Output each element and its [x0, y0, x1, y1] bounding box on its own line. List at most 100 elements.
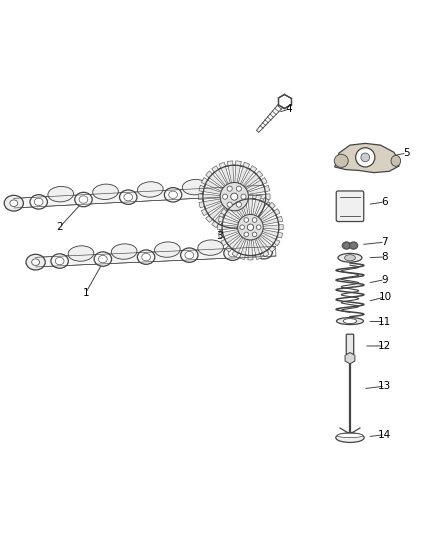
- Text: 8: 8: [381, 252, 388, 262]
- Ellipse shape: [255, 245, 272, 259]
- Wedge shape: [232, 227, 251, 257]
- Wedge shape: [201, 177, 234, 197]
- Polygon shape: [14, 185, 263, 208]
- Wedge shape: [232, 198, 251, 227]
- Circle shape: [247, 224, 254, 230]
- Wedge shape: [234, 197, 270, 208]
- Ellipse shape: [336, 318, 364, 325]
- Wedge shape: [234, 162, 250, 197]
- Ellipse shape: [138, 250, 155, 264]
- Wedge shape: [234, 166, 257, 197]
- Wedge shape: [206, 197, 234, 222]
- Ellipse shape: [343, 319, 357, 324]
- Ellipse shape: [120, 190, 137, 204]
- Wedge shape: [226, 203, 251, 227]
- Text: 7: 7: [381, 237, 388, 247]
- Wedge shape: [251, 216, 283, 227]
- Ellipse shape: [259, 248, 268, 255]
- Wedge shape: [251, 224, 283, 230]
- Text: 9: 9: [381, 274, 388, 285]
- Wedge shape: [234, 197, 263, 222]
- Ellipse shape: [169, 191, 177, 198]
- Wedge shape: [199, 185, 234, 197]
- Wedge shape: [219, 162, 234, 197]
- Ellipse shape: [68, 246, 94, 261]
- Circle shape: [227, 186, 232, 191]
- Ellipse shape: [34, 198, 43, 206]
- Wedge shape: [234, 197, 267, 216]
- Ellipse shape: [4, 195, 23, 211]
- Ellipse shape: [26, 254, 45, 270]
- Circle shape: [350, 243, 357, 248]
- Wedge shape: [251, 198, 269, 227]
- Text: 2: 2: [57, 222, 63, 232]
- Ellipse shape: [345, 255, 355, 261]
- Ellipse shape: [93, 184, 118, 199]
- Ellipse shape: [337, 433, 363, 438]
- Ellipse shape: [55, 257, 64, 265]
- Text: 4: 4: [286, 104, 292, 114]
- Ellipse shape: [32, 259, 39, 265]
- Wedge shape: [251, 227, 276, 252]
- Wedge shape: [221, 208, 251, 227]
- Ellipse shape: [246, 187, 254, 195]
- Text: 3: 3: [215, 231, 223, 241]
- Ellipse shape: [182, 180, 208, 195]
- Circle shape: [238, 214, 263, 240]
- Circle shape: [361, 153, 370, 161]
- Wedge shape: [251, 208, 280, 227]
- Wedge shape: [221, 227, 251, 246]
- Wedge shape: [212, 197, 234, 228]
- Wedge shape: [201, 197, 234, 216]
- Circle shape: [241, 194, 246, 199]
- Ellipse shape: [241, 183, 259, 198]
- Wedge shape: [234, 185, 270, 197]
- Ellipse shape: [79, 196, 88, 203]
- Circle shape: [220, 182, 248, 211]
- Circle shape: [252, 232, 257, 237]
- Circle shape: [240, 225, 244, 230]
- Ellipse shape: [99, 255, 107, 263]
- Wedge shape: [227, 161, 234, 197]
- Circle shape: [231, 193, 238, 200]
- Wedge shape: [234, 194, 270, 199]
- Ellipse shape: [94, 252, 112, 266]
- Ellipse shape: [10, 200, 18, 206]
- Wedge shape: [198, 194, 234, 199]
- Ellipse shape: [142, 253, 150, 261]
- Ellipse shape: [124, 193, 133, 201]
- Ellipse shape: [111, 244, 137, 259]
- Ellipse shape: [391, 156, 401, 166]
- Text: 6: 6: [381, 197, 388, 207]
- Text: 13: 13: [378, 381, 392, 391]
- Circle shape: [237, 186, 241, 191]
- Circle shape: [244, 217, 249, 222]
- Circle shape: [343, 243, 350, 248]
- Polygon shape: [345, 352, 355, 364]
- Circle shape: [222, 199, 279, 256]
- Circle shape: [256, 225, 261, 230]
- Polygon shape: [257, 100, 287, 132]
- Ellipse shape: [224, 246, 241, 261]
- Wedge shape: [248, 227, 253, 260]
- Text: 14: 14: [378, 430, 392, 440]
- Wedge shape: [251, 195, 261, 227]
- Wedge shape: [234, 197, 241, 232]
- Circle shape: [252, 217, 257, 222]
- Ellipse shape: [228, 249, 237, 257]
- Ellipse shape: [138, 182, 163, 197]
- Wedge shape: [226, 227, 251, 252]
- Wedge shape: [219, 197, 234, 231]
- Wedge shape: [218, 216, 251, 227]
- Ellipse shape: [30, 195, 47, 209]
- Ellipse shape: [342, 242, 351, 249]
- Wedge shape: [240, 227, 251, 260]
- Text: 1: 1: [82, 288, 89, 298]
- Ellipse shape: [185, 252, 194, 259]
- Wedge shape: [240, 195, 251, 227]
- Wedge shape: [212, 166, 234, 197]
- Wedge shape: [218, 224, 251, 230]
- Text: 5: 5: [403, 148, 410, 158]
- Circle shape: [203, 165, 266, 228]
- Ellipse shape: [180, 248, 198, 262]
